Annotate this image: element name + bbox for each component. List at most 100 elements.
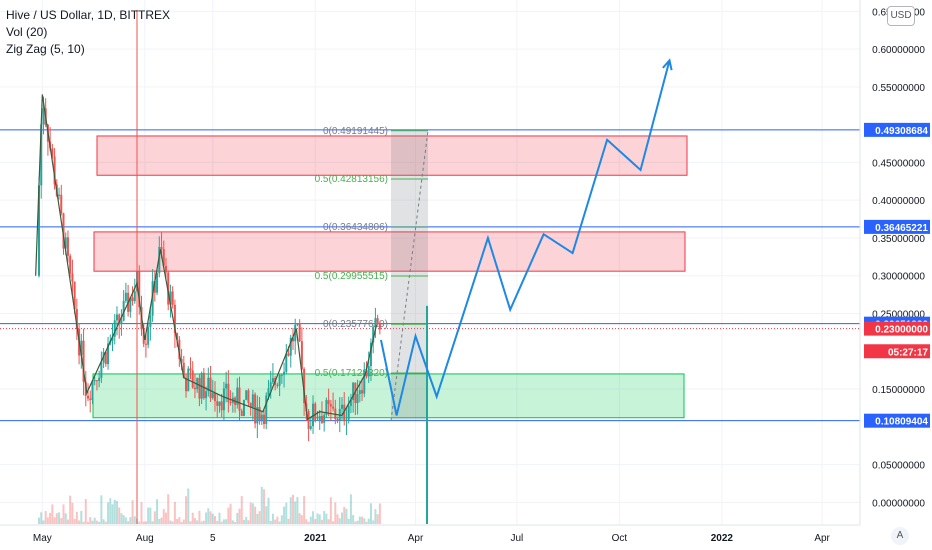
volume-bar	[358, 516, 361, 524]
volume-bar	[185, 496, 188, 524]
volume-bar	[254, 506, 257, 524]
volume-bar	[205, 512, 208, 524]
projection-arrowhead	[662, 58, 673, 71]
candle-body	[312, 403, 315, 427]
candle-body	[189, 368, 192, 371]
volume-bar	[107, 502, 110, 524]
candle-body	[205, 391, 208, 399]
symbol-title[interactable]: Hive / US Dollar, 1D, BITTREX	[6, 8, 171, 22]
volume-bar	[285, 502, 288, 524]
volume-bar	[191, 512, 194, 524]
candle-body	[131, 297, 134, 302]
vol-indicator-label[interactable]: Vol (20)	[6, 25, 48, 39]
candle-body	[220, 401, 223, 411]
volume-bar	[258, 511, 261, 524]
candle-body	[162, 249, 165, 266]
fib-label: 0(0.49191445)	[323, 126, 388, 137]
volume-bar	[305, 519, 308, 524]
volume-bar	[267, 497, 270, 524]
candle-body	[376, 318, 379, 325]
candle-body	[291, 337, 294, 342]
candle-body	[153, 281, 156, 293]
volume-bar	[225, 519, 228, 524]
candle-body	[151, 281, 154, 316]
candle-body	[202, 372, 205, 399]
volume-bar	[120, 513, 123, 524]
volume-bar	[53, 517, 56, 524]
volume-bar	[274, 519, 277, 524]
price-label-text: 0.36465221	[875, 223, 928, 234]
candle-body	[100, 362, 103, 378]
candle-body	[285, 353, 288, 372]
volume-bar	[245, 516, 248, 524]
candle-body	[251, 394, 254, 408]
volume-bar	[127, 521, 130, 524]
candle-body	[75, 309, 78, 329]
candle-body	[372, 326, 375, 343]
candle-body	[107, 343, 110, 365]
volume-bar	[84, 499, 87, 524]
currency-button[interactable]: USD	[887, 6, 915, 26]
volume-bar	[343, 506, 346, 524]
volume-bar	[142, 521, 145, 524]
volume-bar	[289, 497, 292, 524]
volume-bar	[329, 497, 332, 524]
zigzag-indicator-label[interactable]: Zig Zag (5, 10)	[6, 42, 85, 56]
volume-bar	[167, 494, 170, 524]
candle-body	[303, 368, 306, 404]
volume-bar	[338, 518, 341, 524]
candle-body	[167, 272, 170, 305]
volume-bar	[115, 500, 118, 524]
volume-bar	[356, 520, 359, 524]
volume-bar	[320, 519, 323, 524]
candle-body	[320, 416, 323, 423]
candle-body	[209, 377, 212, 399]
candle-body	[158, 246, 161, 274]
candle-body	[318, 416, 321, 420]
candle-body	[191, 370, 194, 388]
candle-body	[349, 399, 352, 406]
volume-bar	[300, 515, 303, 524]
volume-bar	[209, 511, 212, 524]
candle-body	[176, 333, 179, 340]
candle-body	[42, 108, 45, 125]
candle-body	[222, 388, 225, 411]
candle-body	[180, 359, 183, 363]
volume-bar	[334, 502, 337, 524]
volume-bar	[316, 513, 319, 524]
volume-bar	[200, 521, 203, 524]
candle-body	[361, 390, 364, 394]
volume-bar	[325, 513, 328, 524]
candle-body	[53, 156, 56, 185]
volume-bar	[349, 494, 352, 524]
volume-bar	[280, 515, 283, 524]
volume-bar	[64, 513, 67, 524]
auto-scale-button[interactable]: A	[891, 527, 909, 545]
volume-bar	[37, 517, 40, 524]
candle-body	[218, 401, 221, 406]
candle-body	[336, 419, 339, 422]
candle-body	[352, 382, 355, 400]
candle-body	[64, 237, 67, 249]
volume-bar	[193, 518, 196, 524]
candle-body	[193, 387, 196, 390]
volume-bar	[42, 520, 45, 524]
volume-bar	[73, 518, 76, 524]
price-label-tag	[864, 413, 930, 428]
volume-bar	[269, 520, 272, 524]
candle-body	[363, 370, 366, 394]
candle-body	[242, 399, 245, 416]
volume-bar	[98, 521, 101, 524]
volume-bar	[323, 510, 326, 524]
fib-label: 0.5(0.17128320)	[315, 368, 388, 379]
volume-bar	[118, 507, 121, 524]
volume-bar	[173, 501, 176, 524]
candle-body	[138, 271, 141, 307]
volume-bar	[140, 502, 143, 524]
volume-bar	[71, 502, 74, 524]
volume-bar	[46, 517, 49, 524]
candle-body	[60, 194, 63, 214]
candle-body	[227, 383, 230, 403]
